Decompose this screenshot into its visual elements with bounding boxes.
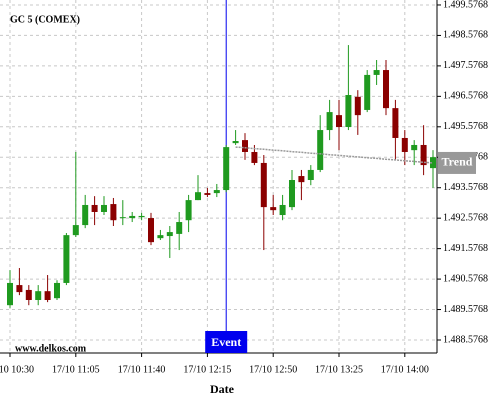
y-tick-label: 1.497.5768 [443,60,488,71]
event-label: Event [211,335,241,349]
candle-body [270,207,277,211]
candle-body [72,225,79,236]
y-tick-label: 1.489.5768 [443,304,488,315]
candle-body [54,282,60,299]
candle-body [251,151,258,163]
candle-body [148,218,154,243]
candle-body [166,232,173,237]
candle-body [307,169,314,181]
candle-body [110,204,117,221]
y-tick-label: 1.488.5768 [443,334,488,345]
candle-body [345,95,352,128]
y-tick-label: 1.499.5768 [443,0,488,10]
candle-body [25,289,32,301]
candle-body [16,285,23,293]
trend-label: Trend [442,155,473,169]
candle-body [242,140,248,152]
candle-body [364,74,371,110]
y-tick-label: 1.492.5768 [443,212,488,223]
candle-body [82,204,89,226]
watermark: www.delkos.com [15,343,87,354]
y-tick-label: 1.490.5768 [443,273,488,284]
candle-body [101,204,107,212]
x-tick-label: 17/10 12:15 [183,364,231,375]
chart-title: GC 5 (COMEX) [10,14,80,25]
candle-body [195,192,201,201]
y-tick-label: 1.491.5768 [443,243,488,254]
candle-body [279,204,286,216]
candle-body [317,130,324,170]
x-tick-label: 17/10 12:50 [249,364,297,375]
candle-body [336,115,342,128]
y-tick-label: 1.493.5768 [443,182,488,193]
candle-body [63,235,70,283]
candle-body [129,215,136,219]
y-tick-label: 1.495.5768 [443,121,488,132]
candle-body [401,137,408,152]
event-tag [205,331,248,353]
candle-body [44,291,51,301]
candle-body [373,70,380,75]
candle-body [7,282,13,306]
candle-body [383,70,389,109]
x-axis-label: Date [210,382,235,396]
candle-body [326,112,333,131]
candle-body [420,144,427,166]
candle-body [176,222,183,234]
candle-body [91,204,98,212]
candle-body [223,147,230,191]
x-tick-label: 17/10 10:30 [0,364,34,375]
candle-body [213,190,220,194]
candle-body [138,215,145,218]
candle-body [119,217,126,219]
candle-body [392,108,399,138]
x-tick-label: 17/10 14:00 [381,364,429,375]
candle-body [35,291,42,301]
candle-body [204,193,211,195]
candle-body [157,235,164,239]
trend-tag [438,151,476,174]
candle-body [260,162,267,208]
x-tick-label: 17/10 13:25 [315,364,363,375]
y-tick-label: 1.498.5768 [443,30,488,41]
trend-line [235,146,434,164]
candle-body [354,96,361,116]
x-tick-label: 17/10 11:40 [118,364,166,375]
candle-body [298,176,305,183]
candle-body [289,180,295,208]
x-tick-label: 17/10 11:05 [52,364,100,375]
candle-body [232,141,239,144]
candle-body [185,200,192,221]
y-tick-label: 1.496.5768 [443,91,488,102]
candle-body [411,144,418,151]
